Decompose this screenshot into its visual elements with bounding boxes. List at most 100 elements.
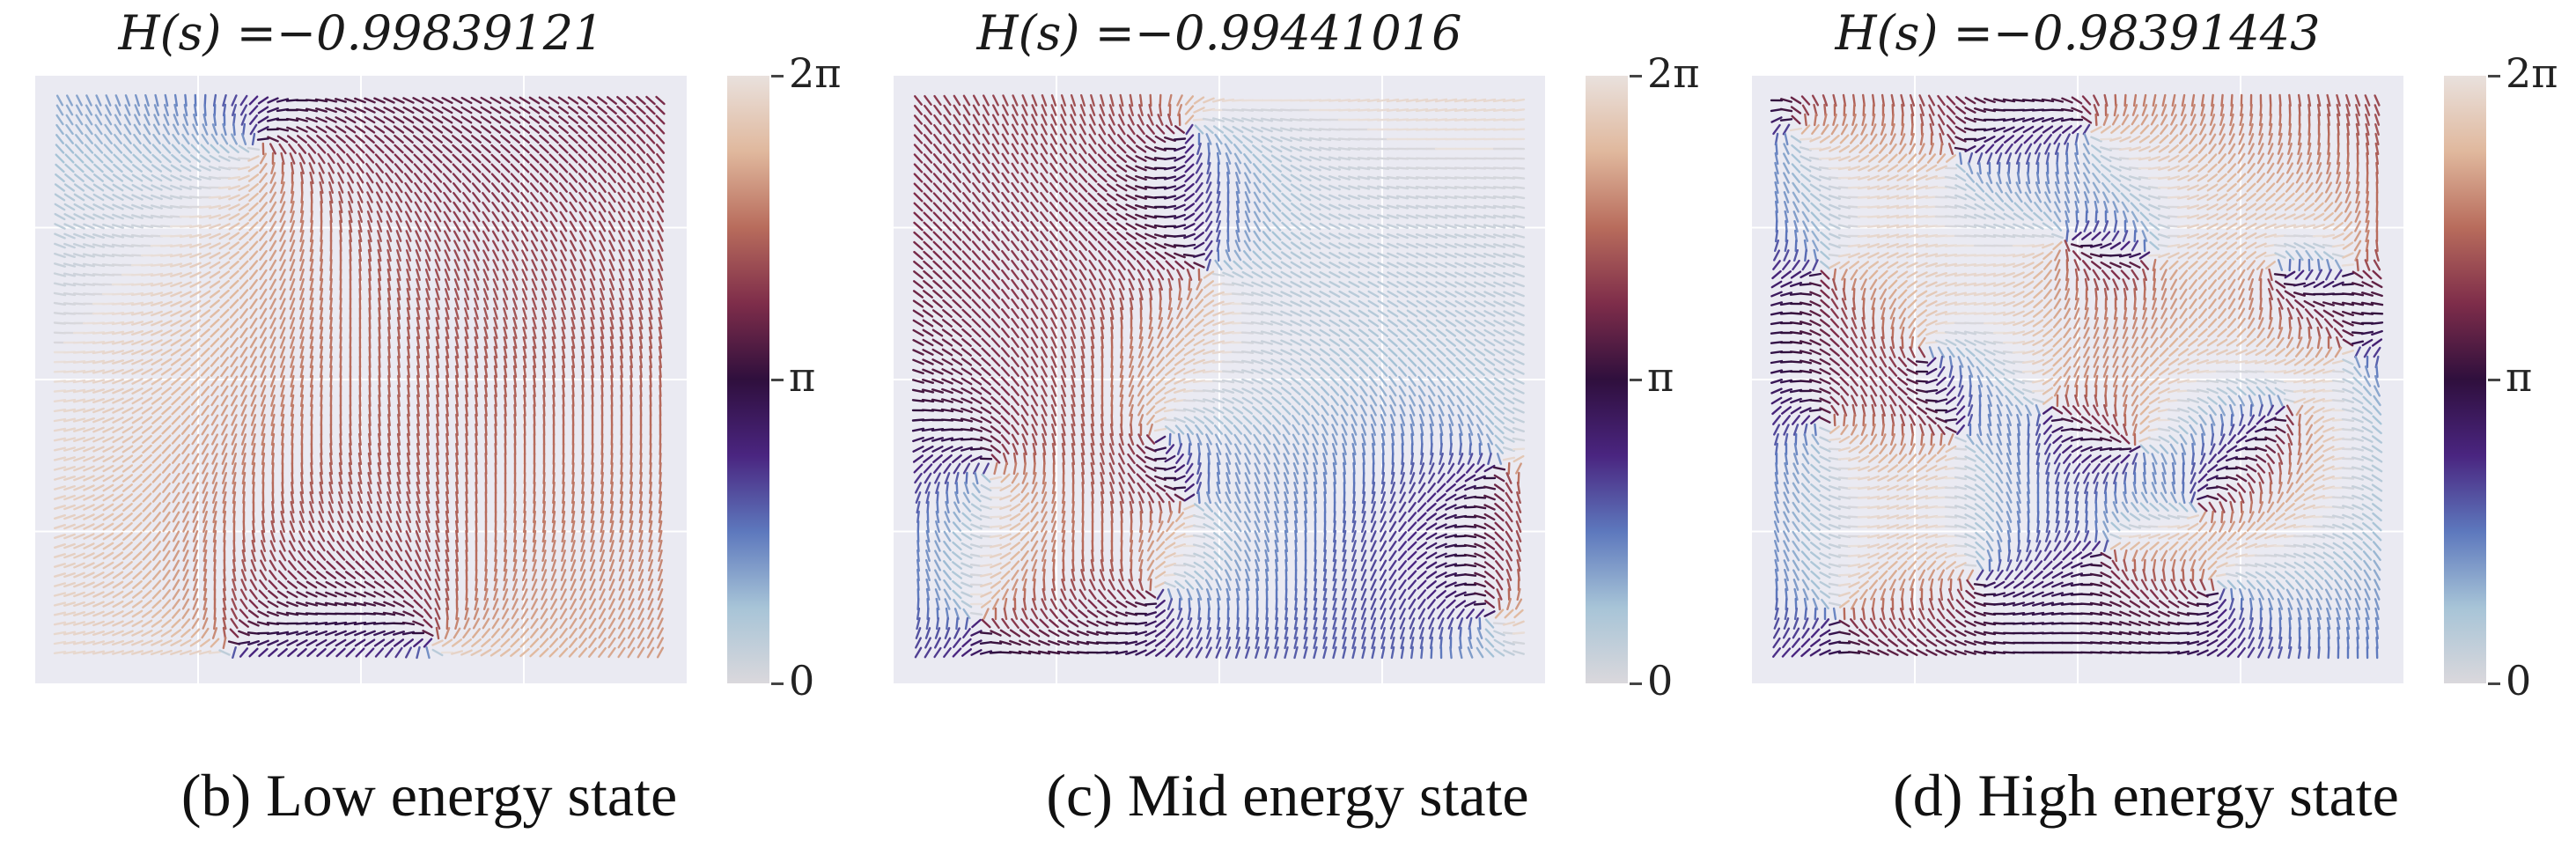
vector-arrow	[54, 242, 66, 249]
vector-arrow	[325, 107, 337, 114]
vector-arrow	[366, 191, 373, 203]
vector-arrow	[658, 569, 663, 581]
vector-arrow	[211, 462, 218, 475]
vector-arrow	[646, 191, 655, 203]
vector-arrow	[510, 648, 520, 657]
vector-arrow	[533, 374, 536, 388]
vector-arrow	[416, 481, 421, 495]
vector-arrow	[300, 190, 304, 204]
vector-arrow	[277, 570, 288, 580]
vector-arrow	[1144, 224, 1157, 229]
vector-arrow	[270, 395, 276, 407]
vector-arrow	[482, 191, 490, 203]
vector-arrow	[513, 500, 517, 514]
vector-arrow	[219, 144, 230, 154]
vector-arrow	[598, 608, 607, 620]
vector-arrow	[220, 365, 229, 378]
vector-arrow	[261, 432, 266, 446]
vector-arrow	[491, 220, 500, 232]
vector-arrow	[1145, 250, 1156, 261]
vector-arrow	[259, 288, 268, 300]
vector-arrow	[628, 559, 635, 572]
vector-arrow	[179, 185, 193, 190]
vector-arrow	[102, 551, 114, 560]
vector-arrow	[308, 520, 315, 533]
vector-arrow	[111, 340, 125, 345]
vector-arrow	[189, 262, 202, 269]
vector-arrow	[375, 550, 384, 561]
vector-arrow	[422, 97, 434, 104]
vector-arrow	[63, 408, 77, 413]
vector-arrow	[1115, 164, 1128, 173]
vector-arrow	[1011, 172, 1019, 184]
vector-arrow	[541, 269, 548, 281]
vector-arrow	[1205, 181, 1212, 194]
vector-arrow	[475, 394, 478, 408]
vector-arrow	[1069, 288, 1078, 300]
vector-arrow	[924, 105, 932, 115]
vector-arrow	[626, 96, 637, 105]
vector-arrow	[393, 125, 405, 134]
vector-arrow	[511, 608, 519, 620]
vector-arrow	[299, 500, 305, 514]
vector-arrow	[73, 203, 85, 211]
vector-arrow	[269, 540, 276, 552]
vector-arrow	[63, 437, 77, 442]
vector-arrow	[112, 483, 124, 492]
vector-arrow	[251, 132, 256, 146]
vector-arrow	[231, 443, 238, 455]
vector-arrow	[627, 201, 636, 213]
vector-arrow	[289, 259, 296, 271]
vector-arrow	[53, 651, 67, 654]
vector-arrow	[1235, 200, 1240, 214]
vector-arrow	[202, 587, 208, 601]
vector-arrow	[600, 452, 604, 466]
vector-arrow	[395, 511, 402, 523]
vector-arrow	[210, 133, 219, 145]
vector-arrow	[1377, 262, 1389, 269]
vector-arrow	[1424, 204, 1439, 210]
plot-title: H(s) =−0.99839121	[118, 5, 604, 61]
vector-arrow	[474, 384, 479, 398]
vector-arrow	[1405, 195, 1419, 200]
vector-arrow	[336, 530, 345, 542]
vector-arrow	[66, 94, 73, 107]
vector-arrow	[131, 630, 144, 637]
vector-arrow	[212, 501, 217, 513]
vector-arrow	[492, 269, 499, 281]
vector-arrow	[502, 598, 509, 610]
vector-arrow	[112, 417, 124, 424]
vector-arrow	[520, 608, 529, 620]
vector-arrow	[473, 249, 480, 262]
vector-arrow	[474, 307, 479, 320]
vector-arrow	[180, 300, 192, 307]
vector-arrow	[532, 317, 537, 329]
vector-arrow	[483, 345, 489, 359]
vector-arrow	[1203, 97, 1215, 104]
vector-arrow	[952, 279, 962, 290]
vector-arrow	[161, 153, 172, 164]
vector-arrow	[1280, 173, 1292, 182]
vector-arrow	[493, 345, 498, 359]
vector-arrow	[658, 539, 663, 553]
vector-arrow	[393, 601, 405, 608]
vector-arrow	[482, 269, 489, 281]
vector-arrow	[93, 153, 104, 164]
vector-arrow	[1040, 201, 1049, 213]
vector-arrow	[339, 316, 342, 330]
vector-arrow	[150, 204, 164, 210]
vector-arrow	[1011, 123, 1019, 136]
vector-arrow	[1396, 262, 1409, 269]
vector-arrow	[161, 444, 172, 454]
vector-arrow	[570, 598, 577, 610]
vector-arrow	[365, 530, 374, 542]
vector-arrow	[1221, 108, 1235, 112]
vector-arrow	[493, 578, 498, 592]
vector-arrow	[383, 125, 395, 134]
vector-arrow	[981, 221, 991, 232]
vector-arrow	[217, 186, 232, 189]
vector-arrow	[1435, 242, 1447, 249]
vector-arrow	[150, 272, 164, 277]
vector-arrow	[1108, 259, 1116, 271]
vector-arrow	[962, 114, 971, 126]
